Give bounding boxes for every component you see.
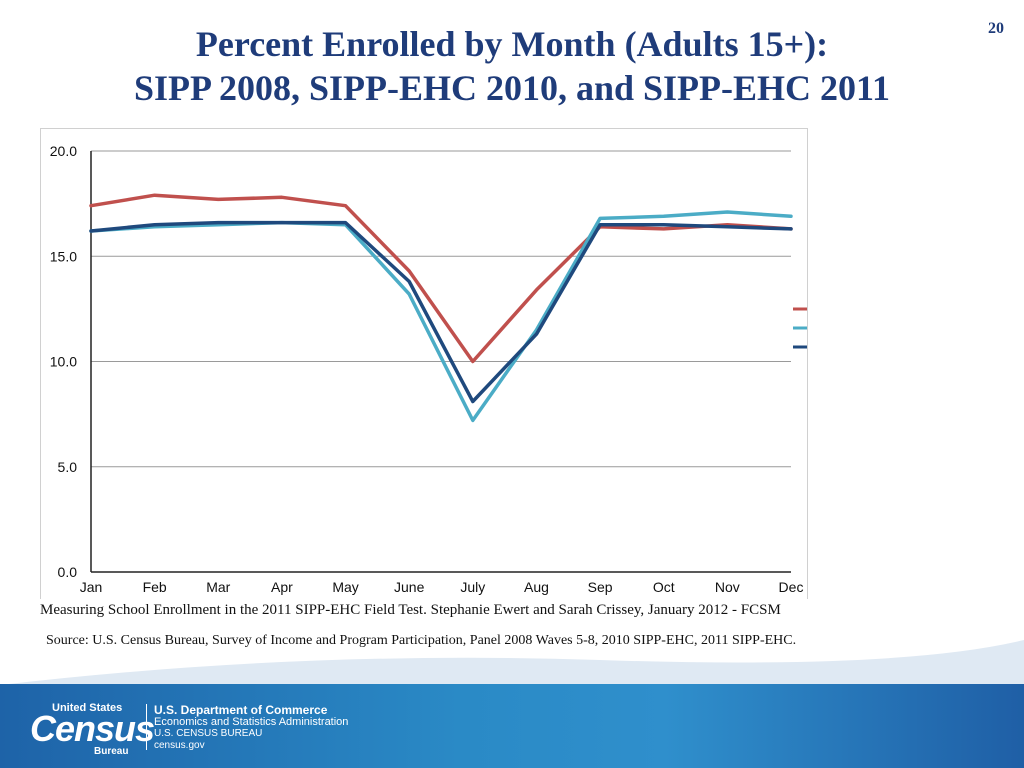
x-tick-label: Dec	[779, 579, 804, 595]
x-tick-label: Nov	[715, 579, 740, 595]
x-tick-label: Sep	[588, 579, 613, 595]
logo-top-text: United States	[52, 702, 123, 714]
footer-divider	[146, 704, 147, 750]
x-tick-label: Jan	[80, 579, 103, 595]
dept-line-4: census.gov	[154, 740, 205, 751]
department-info: U.S. Department of Commerce Economics an…	[154, 704, 348, 752]
dept-line-1: U.S. Department of Commerce	[154, 703, 328, 717]
x-tick-label: Feb	[143, 579, 167, 595]
title-line-2: SIPP 2008, SIPP-EHC 2010, and SIPP-EHC 2…	[133, 68, 891, 108]
y-tick-label: 5.0	[58, 459, 78, 475]
footer-bar: United States Census Bureau U.S. Departm…	[0, 684, 1024, 768]
slide-number: 20	[988, 20, 1004, 37]
x-tick-label: Oct	[653, 579, 675, 595]
y-tick-label: 0.0	[58, 564, 78, 580]
title-line-1: Percent Enrolled by Month (Adults 15+):	[195, 24, 829, 64]
logo-bureau-text: Bureau	[94, 746, 129, 757]
x-tick-label: July	[460, 579, 485, 595]
x-tick-label: Mar	[206, 579, 230, 595]
decorative-swoosh	[0, 640, 1024, 690]
dept-line-2: Economics and Statistics Administration	[154, 716, 349, 728]
dept-line-3: U.S. CENSUS BUREAU	[154, 728, 263, 739]
chart-area: 0.0 5.0 10.0 15.0 20.0 Jan Feb Mar Apr May June Jul…	[40, 128, 808, 599]
y-tick-label: 10.0	[50, 354, 77, 370]
y-tick-label: 15.0	[50, 248, 77, 264]
y-tick-label: 20.0	[50, 143, 77, 159]
series-line	[89, 193, 793, 364]
x-tick-label: Aug	[524, 579, 549, 595]
slide-title: Percent Enrolled by Month (Adults 15+): …	[40, 22, 984, 110]
logo-main-text: Census	[30, 708, 155, 749]
x-tick-label: May	[332, 579, 358, 595]
caption: Measuring School Enrollment in the 2011 …	[40, 602, 781, 618]
series-line	[89, 220, 793, 404]
x-tick-label: June	[394, 579, 425, 595]
line-chart: 0.0 5.0 10.0 15.0 20.0 Jan Feb Mar Apr May June Jul…	[50, 143, 807, 595]
series-line	[89, 210, 793, 423]
source-note: Source: U.S. Census Bureau, Survey of In…	[46, 633, 797, 648]
x-tick-label: Apr	[271, 579, 293, 595]
